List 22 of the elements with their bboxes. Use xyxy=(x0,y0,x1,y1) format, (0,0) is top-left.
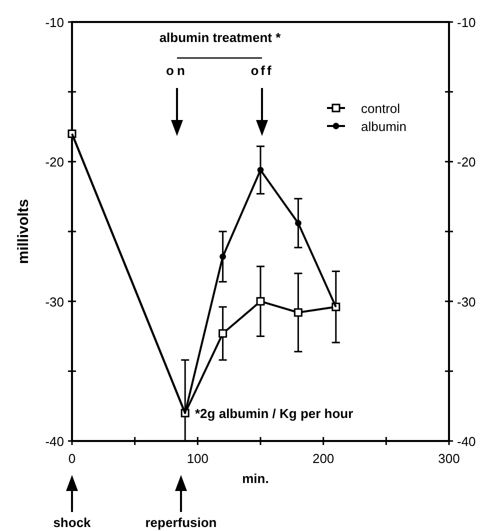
y2-tick-label: -40 xyxy=(457,434,476,449)
x-tick-label: 300 xyxy=(438,451,460,466)
y-axis-title: millivolts xyxy=(15,198,32,264)
y-tick-label: -40 xyxy=(45,434,64,449)
x-axis-title: min. xyxy=(242,471,269,486)
text: reperfusion xyxy=(145,515,217,530)
y-tick-label: -30 xyxy=(45,294,64,310)
x-tick-label: 0 xyxy=(68,451,76,466)
legend-label: control xyxy=(361,101,400,116)
y2-tick-label: -20 xyxy=(457,154,476,170)
annotation: on xyxy=(166,63,188,78)
y2-tick-label: -10 xyxy=(457,15,476,30)
text: shock xyxy=(53,515,92,530)
x-tick-label: 100 xyxy=(186,451,209,466)
annotation: *2g albumin / Kg per hour xyxy=(195,406,354,421)
annotation: albumin treatment * xyxy=(159,30,282,45)
y2-tick-label: -30 xyxy=(457,294,476,310)
y-tick-label: -20 xyxy=(45,154,64,170)
annotation: off xyxy=(250,63,274,78)
legend-label: albumin xyxy=(361,119,407,134)
y-tick-label: -10 xyxy=(45,15,64,30)
x-tick-label: 200 xyxy=(312,451,334,466)
